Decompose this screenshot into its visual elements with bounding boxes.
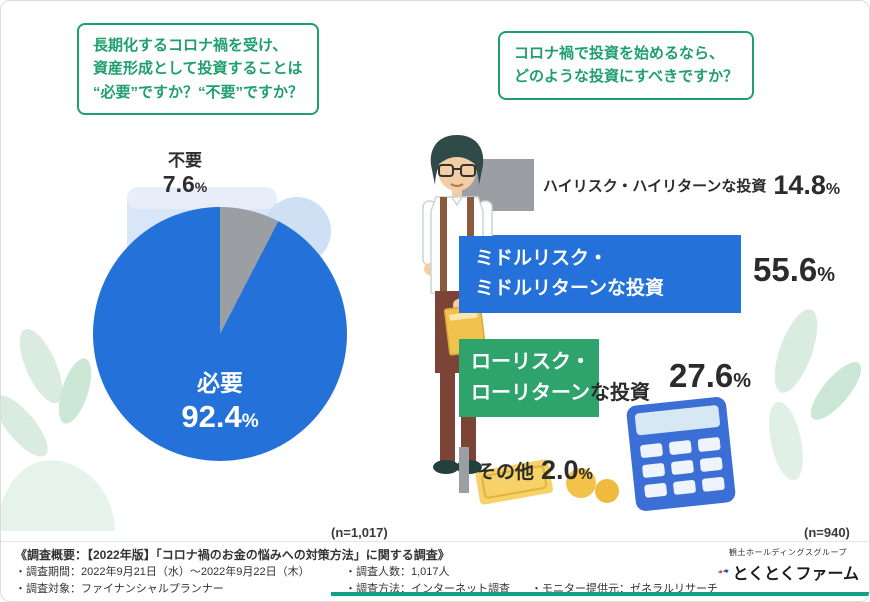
bar-middle-risk-percent-sign: %: [817, 264, 836, 286]
leaves-right-decoration: [769, 309, 862, 481]
survey-overview: 《調査概要：【2022年版】「コロナ禍のお金の悩みへの対策方法」に関する調査》 …: [15, 546, 731, 597]
bar-other-label: その他: [477, 461, 535, 483]
pie-yes-value: 92.4%: [93, 398, 347, 437]
bar-low-risk-label-inside: ローリターン: [471, 382, 590, 404]
bottom-accent-line: [331, 592, 869, 596]
bar-high-risk-label: ハイリスク・ハイリターンな投資: [543, 177, 767, 195]
bar-low-risk-number: 27.6: [669, 357, 734, 394]
survey-method: ・調査方法：インターネット調査: [345, 582, 510, 595]
question-left-line1: 長期化するコロナ禍を受け、: [93, 37, 288, 54]
bar-other-number: 2.0: [541, 454, 579, 485]
bar-high-risk-percent-sign: %: [825, 180, 841, 198]
bar-middle-risk-label: ミドルリスク・ ミドルリターンな投資: [475, 244, 664, 305]
question-left-line3: “必要”ですか？“不要”ですか？: [93, 83, 304, 101]
survey-monitor: ・モニター提供元：ゼネラルリサーチ: [531, 582, 718, 595]
pie-slice-label-no: 不要 7.6%: [129, 151, 241, 197]
pie-no-percent-sign: %: [194, 178, 208, 195]
survey-period: ・調査期間：2022年9月21日（水）～2022年9月22日（木）: [15, 566, 310, 578]
bar-low-risk-percent-sign: %: [733, 370, 752, 392]
pie-slice-label-yes: 必要 92.4%: [93, 369, 347, 437]
company-logo: 観土ホールディングスグループ とくとくファーム: [717, 547, 859, 584]
pie-yes-percent-sign: %: [241, 410, 259, 432]
survey-line3: ・調査対象：ファイナンシャルプランナー ・調査方法：インターネット調査 ・モニター提…: [15, 581, 731, 598]
bar-high-risk-number: 14.8: [773, 169, 826, 200]
survey-target: ・調査対象：ファイナンシャルプランナー: [15, 582, 224, 595]
pie-no-number: 7.6: [162, 170, 195, 197]
bar-low-risk-label-line2: ローリターンな投資: [471, 378, 650, 409]
question-left-line2: 資産形成として投資することは: [93, 60, 303, 78]
pie-sample-size: (n=1,017): [331, 525, 388, 540]
logo-name-row: とくとくファーム: [717, 560, 859, 584]
logo-group-name: 観土ホールディングスグループ: [729, 548, 847, 557]
bar-other-percent-sign: %: [578, 465, 593, 483]
pie-yes-number: 92.4: [181, 398, 242, 434]
pie-yes-label: 必要: [197, 370, 243, 396]
bar-low-risk-label: ローリスク・ ローリターンな投資: [471, 347, 650, 409]
bar-low-risk-label-line1: ローリスク・: [471, 351, 591, 373]
bar-low-risk-label-outside: な投資: [590, 382, 650, 404]
question-right-line1: コロナ禍で投資を始めるなら、: [514, 45, 725, 62]
bar-middle-risk-label-line2: ミドルリターンな投資: [475, 278, 665, 300]
bar-middle-risk: [459, 235, 741, 313]
question-box-right: コロナ禍で投資を始めるなら、 どのような投資にすべきですか？: [498, 31, 755, 100]
footer-divider: [1, 541, 869, 542]
bar-middle-risk-label-line1: ミドルリスク・: [475, 248, 608, 269]
bar-low-risk-value: 27.6%: [669, 357, 751, 395]
survey-people: ・調査人数：1,017人: [345, 566, 450, 578]
calculator-decoration: [626, 397, 736, 511]
bar-high-risk: [459, 159, 535, 211]
survey-line2: ・調査期間：2022年9月21日（水）～2022年9月22日（木） ・調査人数：1…: [15, 564, 731, 581]
bar-other-label-row: その他 2.0%: [477, 449, 593, 491]
pie-no-value: 7.6%: [129, 171, 241, 197]
logo-brand-name: とくとくファーム: [732, 566, 859, 583]
bar-high-risk-value: 14.8%: [773, 170, 840, 201]
survey-title: 《調査概要：【2022年版】「コロナ禍のお金の悩みへの対策方法」に関する調査》: [15, 548, 450, 562]
bar-sample-size: (n=940): [804, 525, 850, 540]
bar-middle-risk-number: 55.6: [753, 251, 818, 288]
bar-other: [459, 447, 470, 493]
bar-other-value: 2.0%: [541, 455, 593, 486]
question-box-left: 長期化するコロナ禍を受け、 資産形成として投資することは “必要”ですか？“不要…: [77, 23, 320, 115]
bar-middle-risk-value: 55.6%: [753, 251, 835, 289]
pie-no-label: 不要: [168, 151, 202, 170]
swallow-birds-icon: [717, 569, 729, 574]
question-right-line2: どのような投資にすべきですか？: [514, 68, 739, 86]
bar-high-risk-label-row: ハイリスク・ハイリターンな投資 14.8%: [543, 164, 840, 206]
